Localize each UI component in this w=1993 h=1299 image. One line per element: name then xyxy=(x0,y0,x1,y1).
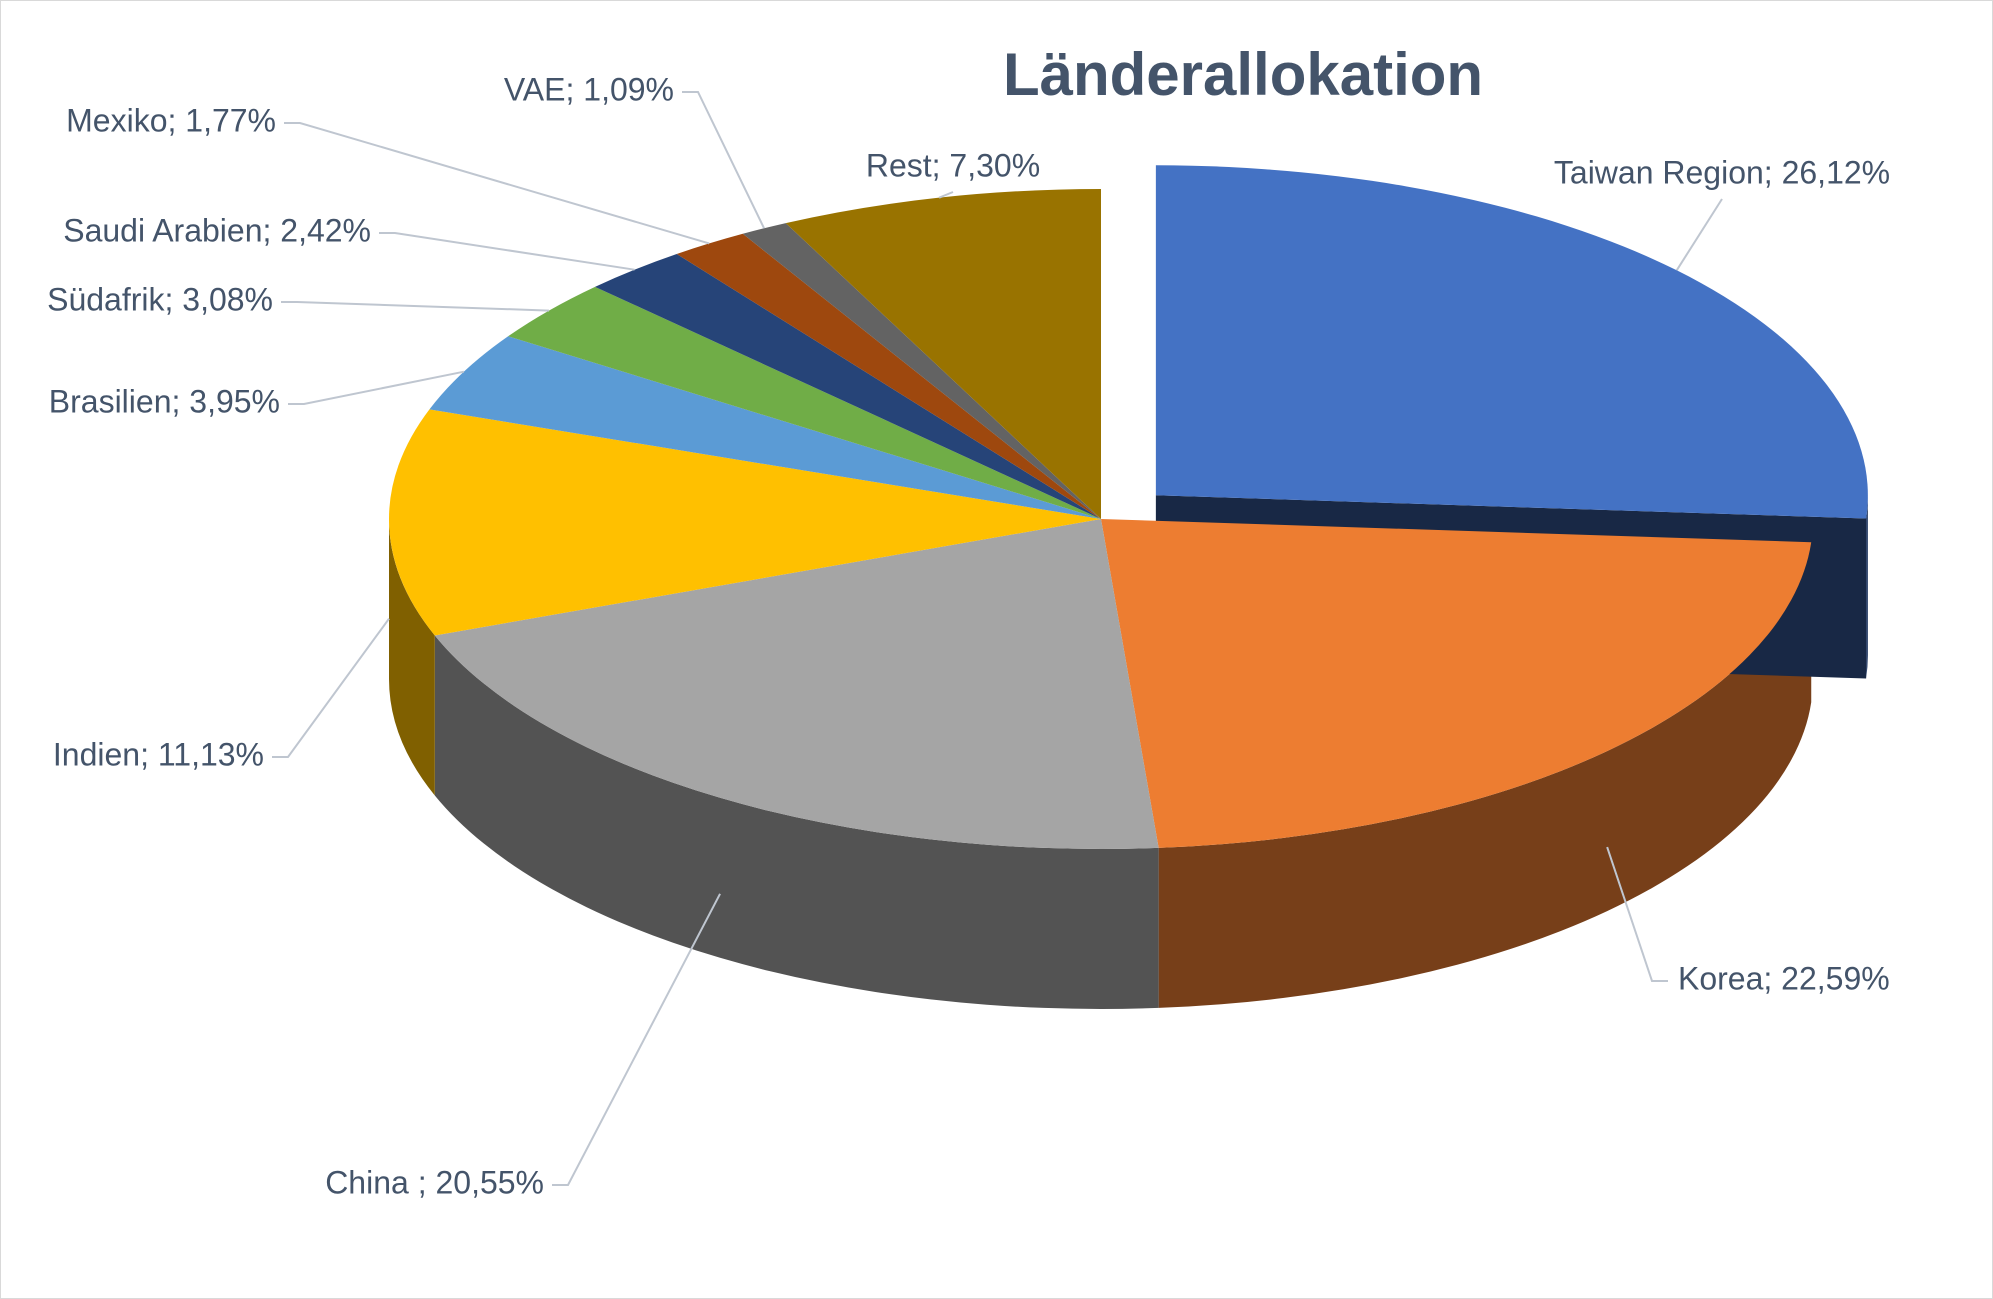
leader-line xyxy=(379,232,635,271)
data-label: Taiwan Region; 26,12% xyxy=(1554,154,1890,190)
leader-line xyxy=(281,301,550,312)
chart-title: Länderallokation xyxy=(1003,41,1483,108)
leader-line xyxy=(272,618,390,758)
slice xyxy=(676,233,1101,519)
slice xyxy=(1101,519,1812,848)
slice xyxy=(434,519,1159,849)
slice xyxy=(389,409,1101,636)
leader-line xyxy=(1606,846,1668,982)
data-label: Rest; 7,30% xyxy=(866,147,1040,183)
data-label: Südafrik; 3,08% xyxy=(47,281,273,317)
slice xyxy=(429,336,1101,519)
leader-line xyxy=(288,370,465,405)
data-label: Indien; 11,13% xyxy=(53,736,264,772)
slice xyxy=(742,223,1101,519)
leader-line xyxy=(938,191,954,199)
data-label: Brasilien; 3,95% xyxy=(49,383,280,419)
data-label: VAE; 1,09% xyxy=(504,71,674,107)
slice-side xyxy=(1158,542,1812,1008)
slice xyxy=(508,286,1101,519)
data-label: Korea; 22,59% xyxy=(1678,960,1890,996)
data-label: Mexiko; 1,77% xyxy=(66,102,276,138)
leader-line xyxy=(682,91,765,229)
slice-side xyxy=(389,519,435,796)
leader-line xyxy=(284,122,710,245)
slice xyxy=(785,189,1101,519)
slice xyxy=(595,253,1101,519)
leader-line xyxy=(1675,198,1723,271)
leader-line xyxy=(552,893,721,1186)
data-label: Saudi Arabien; 2,42% xyxy=(63,212,371,248)
data-label: China ; 20,55% xyxy=(325,1164,544,1200)
slice xyxy=(1155,165,1868,519)
slice-side xyxy=(1866,495,1868,679)
slice-side xyxy=(434,635,1159,1009)
